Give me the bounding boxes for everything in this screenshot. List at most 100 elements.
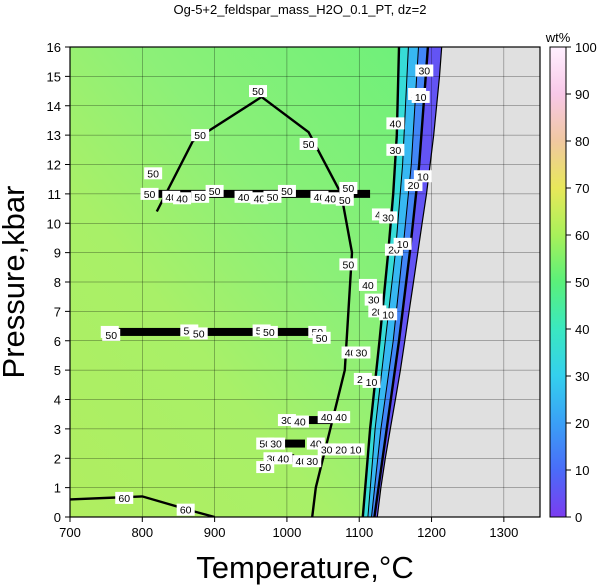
colorbar-tick-label: 20 — [575, 416, 589, 431]
colorbar-tick-label: 60 — [575, 228, 589, 243]
contour-label: 50 — [194, 130, 206, 142]
contour-label-bg — [173, 192, 192, 205]
contour-label-bg — [312, 331, 331, 344]
y-tick-label: 0 — [54, 510, 61, 525]
contour-label-bg — [352, 346, 371, 359]
colorbar-ticks: 0 10 20 30 40 50 60 70 80 90 100 — [566, 40, 597, 525]
x-tick-label: 1000 — [272, 525, 301, 540]
colorbar-tick-label: 80 — [575, 134, 589, 149]
contour-label: 50 — [281, 186, 293, 198]
contour-label-bg — [332, 443, 351, 456]
contour-label-bg — [317, 443, 336, 456]
contour-label: 40 — [345, 348, 357, 360]
contour-label-bg — [335, 193, 354, 206]
y-tick-label: 3 — [54, 422, 61, 437]
contour-label: 40 — [362, 280, 374, 292]
contour-label: 30 — [368, 295, 380, 307]
contour-label: 40 — [314, 192, 326, 204]
y-tick-label: 16 — [47, 40, 61, 55]
y-axis-title: Pressure,kbar — [0, 186, 31, 379]
colorbar-tick-label: 100 — [575, 40, 597, 55]
contour-label: 50 — [343, 183, 355, 195]
colorbar-tick-label: 50 — [575, 275, 589, 290]
contour-20 — [371, 47, 419, 517]
contour-label: 30 — [281, 415, 293, 427]
grid-layer — [70, 47, 540, 517]
contour-label-bg — [191, 129, 210, 142]
y-tick-label: 14 — [47, 99, 61, 114]
colorbar-tick-label: 10 — [575, 463, 589, 478]
y-tick-label: 8 — [54, 275, 61, 290]
contour-band — [109, 327, 324, 336]
contour-label: 50 — [105, 330, 117, 342]
y-tick-label: 10 — [47, 216, 61, 231]
contour-label-bg — [267, 437, 286, 450]
contour-label: 10 — [350, 444, 362, 456]
contour-label-bg — [413, 170, 432, 183]
contour-label: 40 — [321, 412, 333, 424]
contour-label: 40 — [390, 118, 402, 130]
contour-label: 20 — [335, 444, 347, 456]
contour-label: 50 — [209, 186, 221, 198]
contour-label-bg — [362, 375, 381, 388]
x-tick-label: 1300 — [489, 525, 518, 540]
contour-label: 40 — [335, 412, 347, 424]
contour-label: 40 — [310, 439, 322, 451]
contour-label: 30 — [270, 439, 282, 451]
x-tick-label: 1100 — [345, 525, 373, 540]
x-axis: 700 800 900 1000 1100 1200 1300 — [59, 517, 518, 540]
contour-label-bg — [339, 258, 358, 271]
contour-label-bg — [259, 325, 278, 338]
contour-label-bg — [144, 167, 163, 180]
contour-label-bg — [364, 293, 383, 306]
x-tick-label: 900 — [204, 525, 226, 540]
contour-label: 60 — [180, 505, 192, 517]
contour-label-bg — [115, 491, 134, 504]
contour-label: 10 — [417, 171, 429, 183]
contour-label: 20 — [371, 306, 383, 318]
contour-label: 50 — [316, 333, 328, 345]
contour-label-bg — [339, 182, 358, 194]
contour-label-bg — [263, 190, 282, 203]
contour-label: 10 — [382, 309, 394, 321]
y-tick-label: 15 — [47, 69, 61, 84]
contour-label-bg — [140, 187, 159, 200]
contour-label: 50 — [343, 259, 355, 271]
y-tick-label: 9 — [54, 246, 61, 261]
x-tick-label: 1200 — [417, 525, 446, 540]
contour-label-bg — [332, 411, 351, 424]
contour-label-bg — [346, 443, 365, 456]
contour-label: 30 — [418, 66, 430, 78]
colorbar-tick-label: 40 — [575, 322, 589, 337]
colorbar-gradient — [549, 46, 567, 518]
contour-label: 30 — [267, 453, 279, 465]
contour-label: 10 — [415, 92, 427, 104]
colorbar-tick-label: 90 — [575, 87, 589, 102]
contour-label: 50 — [339, 195, 351, 207]
y-tick-label: 13 — [47, 128, 61, 143]
y-tick-label: 7 — [54, 304, 61, 319]
contour-label-bg — [191, 190, 210, 203]
colorbar: wt% 0 10 20 30 40 50 60 70 80 90 100 — [545, 30, 597, 525]
contour-label-bg — [205, 184, 224, 197]
contour-label: 50 — [194, 192, 206, 204]
contour-label-bg — [393, 237, 412, 250]
y-tick-label: 5 — [54, 363, 61, 378]
y-tick-label: 6 — [54, 334, 61, 349]
contour-label: 40 — [254, 193, 266, 205]
contour-label: 50 — [183, 325, 195, 337]
x-axis-title: Temperature,°C — [196, 550, 413, 585]
contour-label: 50 — [303, 139, 315, 151]
contour-label: 50 — [259, 462, 271, 474]
chart-title: Og-5+2_feldspar_mass_H2O_0.1_PT, dz=2 — [174, 2, 427, 17]
contour-label: 10 — [366, 377, 378, 389]
contour-label-bg — [234, 190, 253, 203]
contour-label-bg — [277, 184, 296, 197]
contour-label-bg — [290, 415, 309, 428]
contour-label: 40 — [277, 453, 289, 465]
contour-label: 40 — [294, 417, 306, 429]
contour-label: 30 — [356, 348, 368, 360]
